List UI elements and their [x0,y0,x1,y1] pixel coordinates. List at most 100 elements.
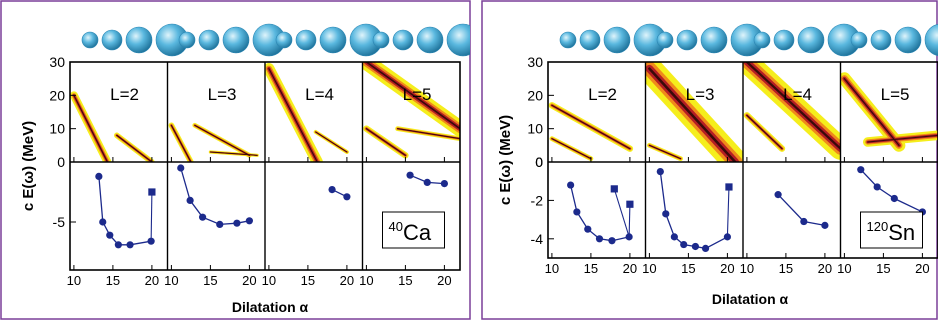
y-tick-label: 10 [527,121,543,137]
x-tick-label: 15 [584,261,598,276]
nucleus-ball-icon [319,26,347,54]
figure-body: L=2 10 15 20 L=3 10 15 20 L=4 10 15 20 L=5 10 15 20 0 10 2… [497,23,938,307]
data-point-circle [199,213,207,221]
data-point-square [610,185,618,193]
panel-label: L=2 [110,85,139,104]
x-axis-label: Dilatation α [232,299,309,315]
nucleus-ball-icon [656,31,674,49]
panel-label: L=4 [305,85,334,104]
contour-band [365,62,460,130]
data-point-circle [106,231,114,239]
contour-band [365,128,406,156]
nucleus-ball-icon [753,31,771,49]
nucleus-ball-icon [773,29,795,51]
right-figure-frame [481,0,938,320]
panel-label: L=3 [686,85,715,104]
y-tick-label: 20 [49,87,65,103]
data-point-circle [800,217,808,226]
contour-map [70,91,155,162]
data-point-square [148,188,156,196]
data-point-circle [595,235,604,243]
nucleus-symbol: Sn [888,220,915,245]
panel-L3: L=3 10 15 20 [642,62,743,276]
contour-band [551,138,592,160]
nucleus-ball-icon [198,29,220,51]
x-tick-label: 15 [876,261,890,276]
x-tick-label: 10 [67,273,81,288]
nucleus-mass-number: 120 [867,219,889,234]
x-tick-label: 15 [779,261,793,276]
contour-band [551,104,631,150]
y-tick-label: 30 [49,54,65,70]
nucleus-label: 120Sn [867,219,916,245]
x-tick-label: 10 [359,273,373,288]
data-point-circle [821,221,829,229]
contour-band [194,124,250,156]
y-tick-label: 30 [527,54,543,70]
data-point-circle [670,233,678,241]
x-tick-label: 10 [164,273,178,288]
contour-band [745,62,841,150]
x-tick-label: 20 [915,261,929,276]
data-point-circle [343,193,351,201]
nucleus-box [860,211,923,249]
x-tick-label: 10 [545,261,559,276]
contour-band [209,151,258,156]
nucleus-ball-icon [894,26,922,54]
panel-label: L=5 [403,85,432,104]
data-point-circle [423,178,431,186]
x-tick-label: 15 [301,273,315,288]
contour-band [73,94,108,162]
left-figure-frame [0,0,471,320]
contour-band [397,128,460,140]
energy-curve-link [726,186,730,237]
panel-label: L=5 [881,85,910,104]
contour-band [746,114,783,150]
figure-2: L=2 10 15 20 L=3 10 15 20 L=4 10 15 20 L=5 10 15 20 0 10 2… [497,23,938,307]
nucleus-ball-icon [579,29,601,51]
data-point-circle [328,186,336,194]
contour-map [168,122,259,162]
x-tick-label: 10 [642,261,656,276]
nucleus-ball-icon [559,31,577,49]
y-tick-label: 0 [57,154,65,170]
contour-map [840,72,938,152]
x-tick-label: 20 [145,273,159,288]
y-tick-label: 0 [535,154,543,170]
contour-band [867,134,938,143]
panel-L3: L=3 10 15 20 [164,62,259,288]
data-point-circle [890,194,898,203]
data-point-circle [177,164,185,172]
contour-map [265,63,349,162]
contour-map [743,62,841,160]
nucleus-ball-icon [275,31,293,49]
x-tick-label: 15 [398,273,412,288]
data-point-circle [662,210,670,218]
data-point-circle [656,168,664,176]
nucleus-label: 40Ca [389,219,432,245]
data-point-circle [701,244,710,252]
data-point-circle [873,183,881,191]
x-tick-label: 10 [262,273,276,288]
data-point-circle [126,241,134,249]
plot-frame [547,61,938,259]
panel-L4: L=4 10 15 20 [740,62,841,276]
energy-curve [659,171,728,250]
x-tick-label: 15 [203,273,217,288]
x-tick-label: 15 [106,273,120,288]
panel-L2: L=2 10 15 20 [67,85,159,288]
nucleus-ball-icon [125,26,153,54]
nucleus-ball-icon [295,29,317,51]
panel-label: L=3 [208,85,237,104]
data-point-circle [99,218,107,226]
x-tick-label: 20 [242,273,256,288]
panel-L4: L=4 10 15 20 [262,62,354,288]
nucleus-ball-icon [797,26,825,54]
nucleus-mass-number: 40 [389,219,403,234]
x-tick-label: 15 [681,261,695,276]
contour-band [116,134,153,162]
figure-body: L=2 10 15 20 L=3 10 15 20 L=4 10 15 20 L=5 10 15 20 0 10 2… [20,23,470,315]
x-tick-label: 20 [818,261,832,276]
